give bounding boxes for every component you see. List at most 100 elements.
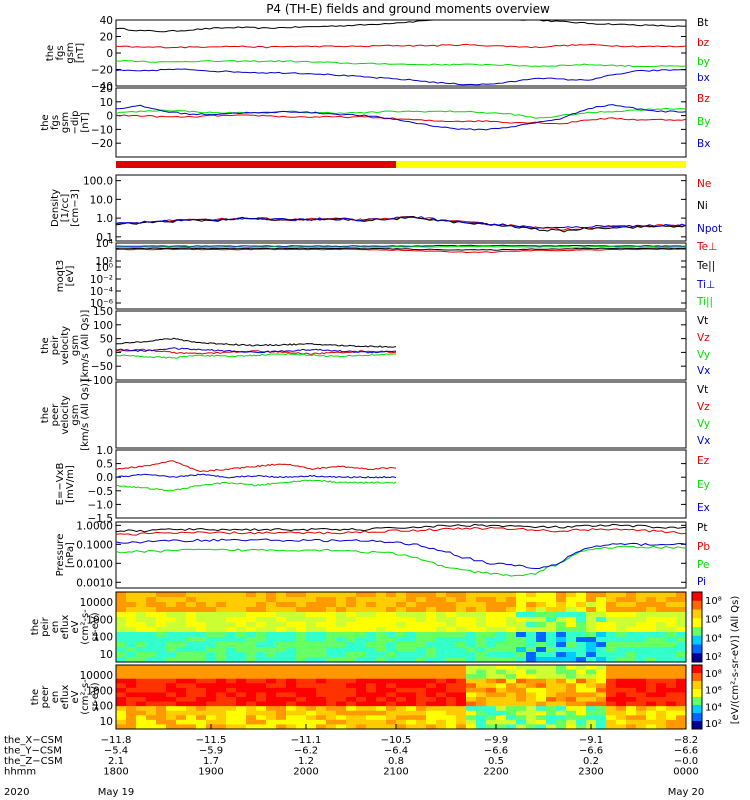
heatmap-cell	[196, 724, 207, 730]
heatmap-cell	[536, 652, 547, 658]
heatmap-cell	[256, 652, 267, 658]
heatmap-cell	[166, 692, 177, 698]
y-axis-label: sr-eV)	[90, 682, 101, 711]
heatmap-cell	[176, 652, 187, 658]
heatmap-cell	[636, 669, 647, 675]
heatmap-cell	[306, 665, 317, 671]
heatmap-cell	[546, 597, 557, 603]
heatmap-cell	[616, 642, 627, 648]
heatmap-cell	[586, 719, 597, 725]
heatmap-cell	[196, 652, 207, 658]
heatmap-cell	[486, 597, 497, 603]
panel-frame	[115, 174, 687, 242]
heatmap-cell	[366, 612, 377, 618]
heatmap-cell	[516, 701, 527, 707]
heatmap-cell	[636, 657, 647, 663]
heatmap-cell	[206, 683, 217, 689]
heatmap-cell	[636, 678, 647, 684]
heatmap-cell	[176, 697, 187, 703]
heatmap-cell	[296, 674, 307, 680]
heatmap-cell	[366, 674, 377, 680]
heatmap-cell	[326, 724, 337, 730]
heatmap-cell	[236, 652, 247, 658]
heatmap-cell	[466, 617, 477, 623]
heatmap-cell	[176, 602, 187, 608]
heatmap-cell	[646, 697, 657, 703]
heatmap-cell	[116, 665, 127, 671]
heatmap-cell	[126, 710, 137, 716]
heatmap-cell	[416, 678, 427, 684]
heatmap-cell	[566, 683, 577, 689]
heatmap-cell	[176, 632, 187, 638]
heatmap-cell	[486, 678, 497, 684]
heatmap-cell	[676, 637, 687, 643]
heatmap-cell	[376, 652, 387, 658]
heatmap-cell	[606, 642, 617, 648]
x-tick-label: 0.8	[388, 756, 404, 767]
heatmap-cell	[146, 607, 157, 613]
heatmap-cell	[326, 701, 337, 707]
heatmap-cell	[526, 674, 537, 680]
heatmap-cell	[186, 697, 197, 703]
heatmap-cell	[326, 612, 337, 618]
heatmap-cell	[176, 706, 187, 712]
heatmap-cell	[466, 607, 477, 613]
x-tick-label: −5.9	[199, 746, 223, 757]
heatmap-cell	[146, 715, 157, 721]
heatmap-cell	[236, 632, 247, 638]
legend-Ne: Ne	[697, 178, 711, 190]
y-tick-label: 1.0	[96, 445, 113, 457]
heatmap-cell	[516, 683, 527, 689]
series-bx	[115, 68, 687, 86]
heatmap-cell	[416, 657, 427, 663]
heatmap-cell	[666, 612, 677, 618]
heatmap-cell	[316, 657, 327, 663]
x-tick-label: −10.5	[381, 735, 412, 746]
heatmap-cell	[516, 602, 527, 608]
heatmap-cell	[566, 719, 577, 725]
heatmap-cell	[606, 607, 617, 613]
heatmap-cell	[296, 687, 307, 693]
heatmap-cell	[616, 683, 627, 689]
heatmap-cell	[496, 674, 507, 680]
heatmap-cell	[356, 597, 367, 603]
y-axis-label: the	[40, 337, 51, 353]
y-tick-label: 10000	[80, 597, 113, 609]
plot-title: P4 (TH-E) fields and ground moments over…	[266, 2, 550, 16]
heatmap-cell	[226, 724, 237, 730]
heatmap-cell	[656, 683, 667, 689]
heatmap-cell	[256, 683, 267, 689]
heatmap-cell	[556, 669, 567, 675]
heatmap-cell	[546, 665, 557, 671]
heatmap-cell	[516, 674, 527, 680]
heatmap-cell	[556, 602, 567, 608]
heatmap-cell	[406, 715, 417, 721]
heatmap-cell	[346, 652, 357, 658]
heatmap-cell	[656, 719, 667, 725]
heatmap-cell	[656, 701, 667, 707]
heatmap-cell	[586, 706, 597, 712]
heatmap-cell	[286, 674, 297, 680]
y-axis-label: eflux	[60, 615, 71, 640]
heatmap-cell	[666, 622, 677, 628]
heatmap-cell	[606, 674, 617, 680]
heatmap-cell	[296, 612, 307, 618]
legend-Te||: Te||	[696, 260, 715, 272]
colorbar-tick-label: 10²	[705, 719, 722, 730]
heatmap-cell	[226, 632, 237, 638]
heatmap-cell	[226, 597, 237, 603]
y-axis-label: [nT]	[75, 43, 86, 63]
x-tick-label: −6.6	[674, 746, 698, 757]
heatmap-cell	[606, 706, 617, 712]
heatmap-cell	[366, 607, 377, 613]
y-tick-label: 100	[93, 320, 113, 332]
heatmap-cell	[286, 592, 297, 598]
colorbar-swatch	[692, 592, 702, 602]
heatmap-cell	[606, 665, 617, 671]
heatmap-cell	[146, 627, 157, 633]
heatmap-cell	[306, 612, 317, 618]
heatmap-cell	[306, 715, 317, 721]
heatmap-cell	[476, 683, 487, 689]
heatmap-cell	[166, 647, 177, 653]
